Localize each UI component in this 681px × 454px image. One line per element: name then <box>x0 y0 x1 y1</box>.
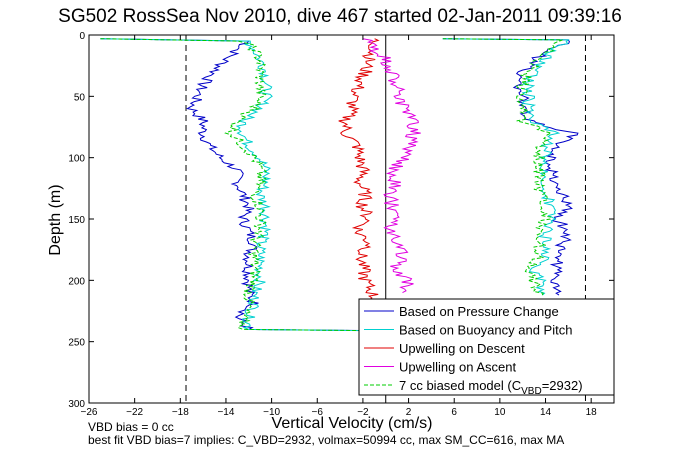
y-axis-label: Depth (m) <box>47 184 64 255</box>
series-buoyancy-descent-line <box>100 38 363 332</box>
series-model-ascent-line <box>442 38 563 296</box>
legend-label-pressure: Based on Pressure Change <box>399 304 559 319</box>
y-tick-label: 300 <box>68 399 85 410</box>
footer-line-1: VBD bias = 0 cc <box>88 420 174 434</box>
x-tick-label: −22 <box>126 407 143 418</box>
y-tick-label: 150 <box>68 215 85 226</box>
x-tick-label: −6 <box>312 407 324 418</box>
x-tick-label: −2 <box>357 407 369 418</box>
footer-line-2: best fit VBD bias=7 implies: C_VBD=2932,… <box>88 433 564 447</box>
x-tick-label: −10 <box>263 407 280 418</box>
legend-label-descent: Upwelling on Descent <box>399 341 525 356</box>
legend-label-buoyancy: Based on Buoyancy and Pitch <box>399 323 572 338</box>
x-tick-label: 18 <box>586 407 598 418</box>
x-tick-label: −14 <box>217 407 234 418</box>
series-ascent-ascent-line <box>362 38 421 294</box>
legend-box <box>358 298 615 396</box>
y-tick-label: 50 <box>74 92 86 103</box>
x-tick-label: 6 <box>451 407 457 418</box>
y-tick-label: 250 <box>68 338 85 349</box>
series-buoyancy-ascent-line <box>442 38 570 296</box>
series-pressure-ascent-line <box>442 38 579 296</box>
legend-label-ascent: Upwelling on Ascent <box>399 360 516 375</box>
y-tick-label: 0 <box>79 31 85 42</box>
series-descent-descent-line <box>338 38 385 318</box>
series-model-descent-line <box>100 38 363 332</box>
legend-label-suffix: =2932) <box>542 378 583 393</box>
chart-title: SG502 RossSea Nov 2010, dive 467 started… <box>58 6 622 27</box>
axis-ticks: −26 −22 −18 −14 −10 −6 −2 2 6 10 14 180501001502002… <box>68 31 614 418</box>
series-pressure-descent-line <box>100 38 375 332</box>
y-tick-label: 100 <box>68 154 85 165</box>
legend: Based on Pressure Change Based on Buoyanc… <box>358 298 615 397</box>
y-tick-label: 200 <box>68 276 85 287</box>
x-tick-label: 2 <box>406 407 412 418</box>
x-tick-label: 14 <box>540 407 552 418</box>
x-tick-label: −18 <box>172 407 189 418</box>
x-tick-label: −26 <box>81 407 98 418</box>
plot-area: −26 −22 −18 −14 −10 −6 −2 2 6 10 14 180501001502002… <box>68 31 615 418</box>
x-axis-label: Vertical Velocity (cm/s) <box>272 415 433 432</box>
series-layer <box>100 38 579 332</box>
x-tick-label: 10 <box>494 407 506 418</box>
legend-label-subscript: VBD <box>521 386 542 397</box>
